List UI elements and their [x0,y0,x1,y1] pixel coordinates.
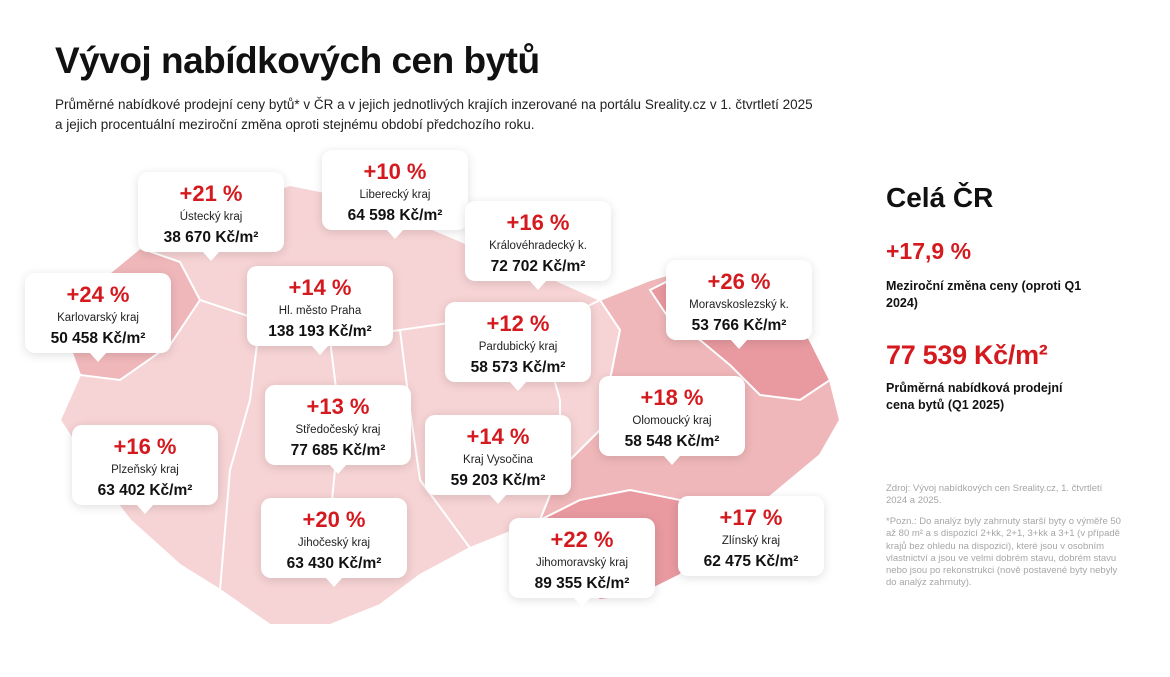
region-price: 50 458 Kč/m² [50,330,146,347]
region-price: 59 203 Kč/m² [450,472,546,489]
region-price: 64 598 Kč/m² [347,207,443,224]
region-name: Jihočeský kraj [297,537,371,549]
map-borders [199,299,601,591]
region-pct: +22 % [550,527,614,552]
page-subtitle: Průměrné nabídkové prodejní ceny bytů* v… [55,97,813,132]
region-price: 38 670 Kč/m² [163,229,259,246]
region-price: 58 548 Kč/m² [624,433,720,450]
region-pct: +13 % [306,394,370,419]
region-card-stredocesky: +13 % Středočeský kraj 77 685 Kč/m² [265,385,411,474]
region-price: 72 702 Kč/m² [490,258,586,275]
region-card-moravskoslezsky: +26 % Moravskoslezský k. 53 766 Kč/m² [666,260,812,349]
region-card-olomoucky: +18 % Olomoucký kraj 58 548 Kč/m² [599,376,745,465]
region-pct: +16 % [506,210,570,235]
region-pct: +14 % [288,275,352,300]
region-pct: +20 % [302,507,366,532]
region-name: Olomoucký kraj [632,415,712,427]
note-text: *Pozn.: Do analýz byly zahrnuty starší b… [886,516,1121,589]
region-price: 138 193 Kč/m² [268,323,372,340]
region-card-zlinsky: +17 % Zlínský kraj 62 475 Kč/m² [678,496,824,576]
region-card-liberecky: +10 % Liberecký kraj 64 598 Kč/m² [322,150,468,239]
region-price: 63 430 Kč/m² [286,555,382,572]
region-name: Liberecký kraj [359,189,431,201]
region-pct: +26 % [707,269,771,294]
region-name: Hl. město Praha [278,305,362,317]
summary-price: 77 539 Kč/m² [886,340,1048,370]
region-name: Jihomoravský kraj [535,557,629,569]
source-text: Zdroj: Vývoj nabídkových cen Sreality.cz… [886,483,1103,506]
region-name: Královéhradecký k. [489,240,587,252]
region-pct: +18 % [640,385,704,410]
region-name: Moravskoslezský k. [689,299,789,311]
region-pct: +14 % [466,424,530,449]
region-price: 63 402 Kč/m² [97,482,193,499]
region-name: Karlovarský kraj [57,312,139,324]
region-name: Plzeňský kraj [111,464,179,476]
summary-title: Celá ČR [886,182,994,213]
summary-change-desc: Meziroční změna ceny (oproti Q1 2024) [886,279,1082,310]
region-pct: +24 % [66,282,130,307]
region-card-kralovehradecky: +16 % Královéhradecký k. 72 702 Kč/m² [465,201,611,290]
region-card-vysocina: +14 % Kraj Vysočina 59 203 Kč/m² [425,415,571,504]
region-price: 89 355 Kč/m² [534,575,630,592]
region-price: 58 573 Kč/m² [470,359,566,376]
region-card-karlovarsky: +24 % Karlovarský kraj 50 458 Kč/m² [25,273,171,362]
region-card-plzensky: +16 % Plzeňský kraj 63 402 Kč/m² [72,425,218,514]
region-pct: +21 % [179,181,243,206]
region-pct: +12 % [486,311,550,336]
region-name: Pardubický kraj [478,341,558,353]
region-pct: +16 % [113,434,177,459]
region-name: Středočeský kraj [295,424,381,436]
region-pct: +10 % [363,159,427,184]
region-card-jihomoravsky: +22 % Jihomoravský kraj 89 355 Kč/m² [509,518,655,607]
summary-price-desc: Průměrná nabídková prodejní cena bytů (Q… [886,381,1063,412]
region-name: Kraj Vysočina [463,454,533,466]
region-card-pardubicky: +12 % Pardubický kraj 58 573 Kč/m² [445,302,591,391]
region-price: 62 475 Kč/m² [703,553,799,570]
region-price: 53 766 Kč/m² [691,317,787,334]
region-card-ustecky: +21 % Ústecký kraj 38 670 Kč/m² [138,172,284,261]
page-title: Vývoj nabídkových cen bytů [55,40,540,81]
region-card-praha: +14 % Hl. město Praha 138 193 Kč/m² [247,266,393,355]
region-name: Zlínský kraj [721,535,781,547]
summary-change: +17,9 % [886,238,972,264]
region-pct: +17 % [719,505,783,530]
region-price: 77 685 Kč/m² [290,442,386,459]
region-card-jihocesky: +20 % Jihočeský kraj 63 430 Kč/m² [261,498,407,587]
region-name: Ústecký kraj [179,211,243,223]
